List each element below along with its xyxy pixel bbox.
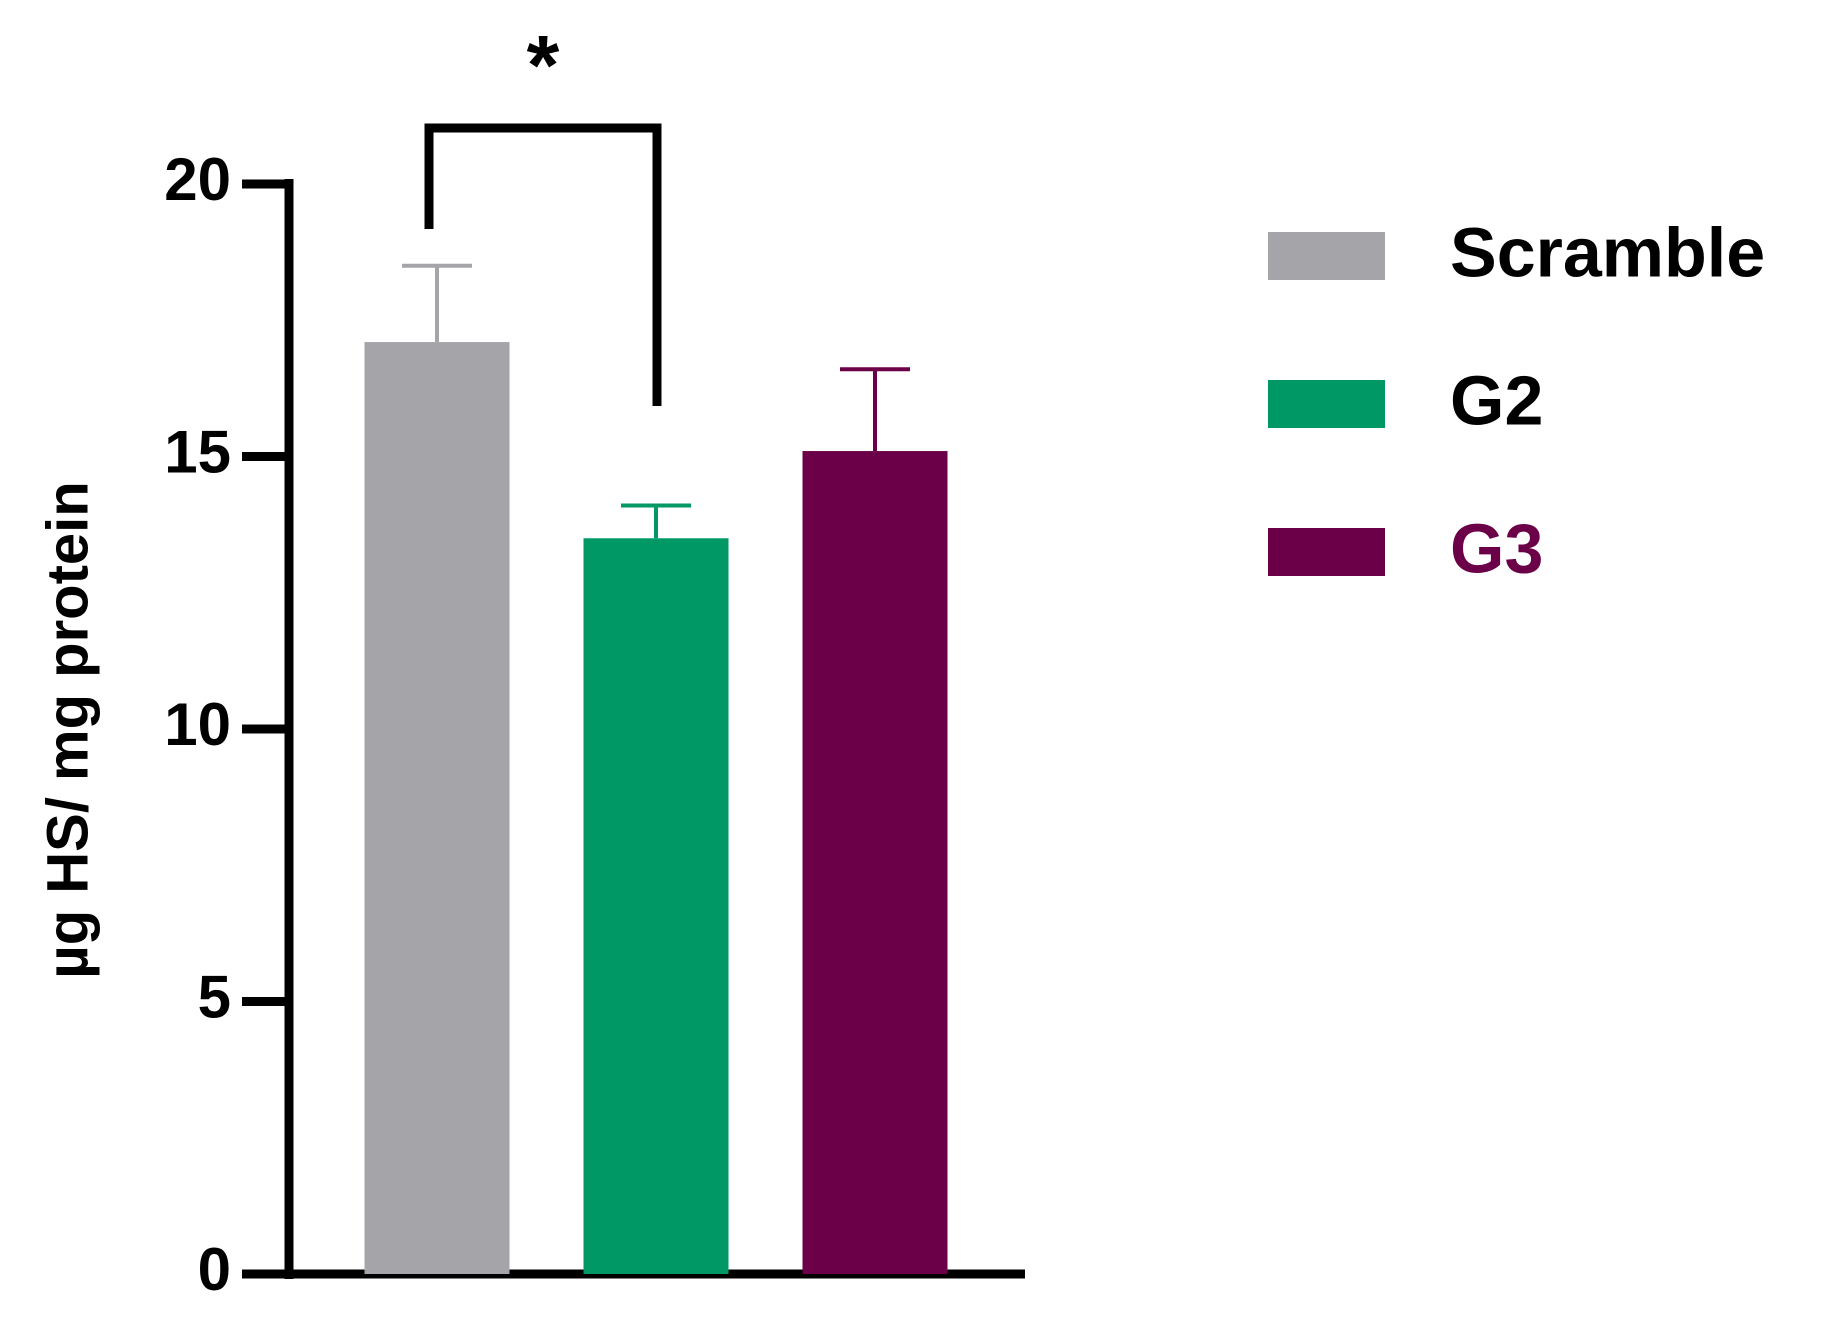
bar — [802, 451, 948, 1274]
y-axis-label: µg HS/ mg protein — [35, 481, 100, 978]
bar — [364, 342, 510, 1274]
y-tick-label: 10 — [164, 691, 231, 758]
y-tick-label: 5 — [198, 963, 231, 1030]
error-bar — [402, 263, 472, 343]
error-bar — [621, 503, 691, 539]
y-tick-label: 0 — [198, 1236, 231, 1303]
significance-annotation: * — [527, 18, 560, 112]
y-tick-label: 15 — [164, 418, 231, 485]
legend-swatch — [1268, 380, 1385, 428]
legend-label: G3 — [1450, 509, 1543, 587]
legend-swatch — [1268, 232, 1385, 280]
y-tick-label: 20 — [164, 146, 231, 213]
significance-bracket — [424, 123, 662, 406]
error-bar — [840, 367, 910, 452]
legend-swatch — [1268, 528, 1385, 576]
bar — [583, 538, 729, 1274]
legend-label: G2 — [1450, 361, 1543, 439]
legend-label: Scramble — [1450, 213, 1765, 291]
